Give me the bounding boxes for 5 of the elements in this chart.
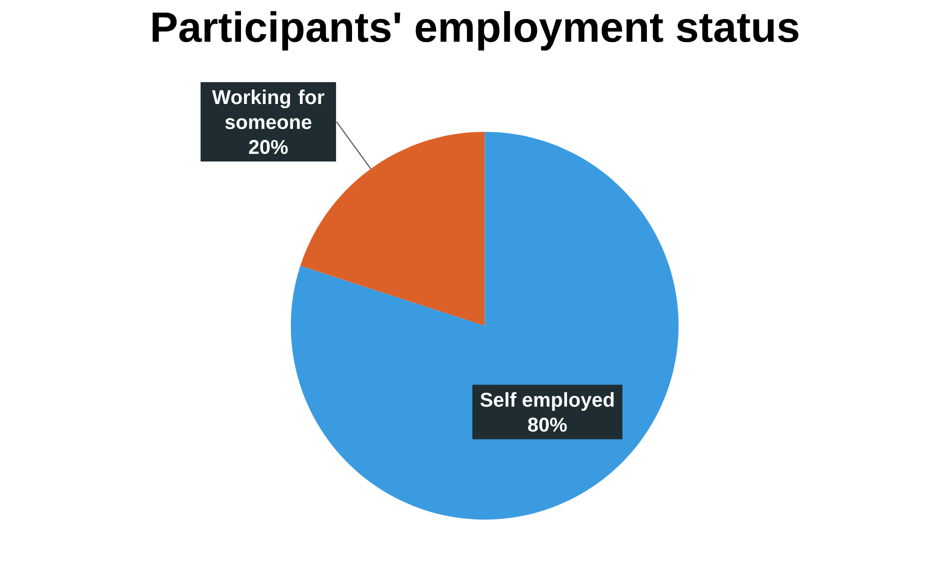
chart-title: Participants' employment status [152,11,798,51]
data-label: 20% [249,140,288,154]
slice-label: Working for someone [212,90,324,130]
data-label: 80% [528,418,567,432]
slice-label: Self employed [480,392,614,411]
